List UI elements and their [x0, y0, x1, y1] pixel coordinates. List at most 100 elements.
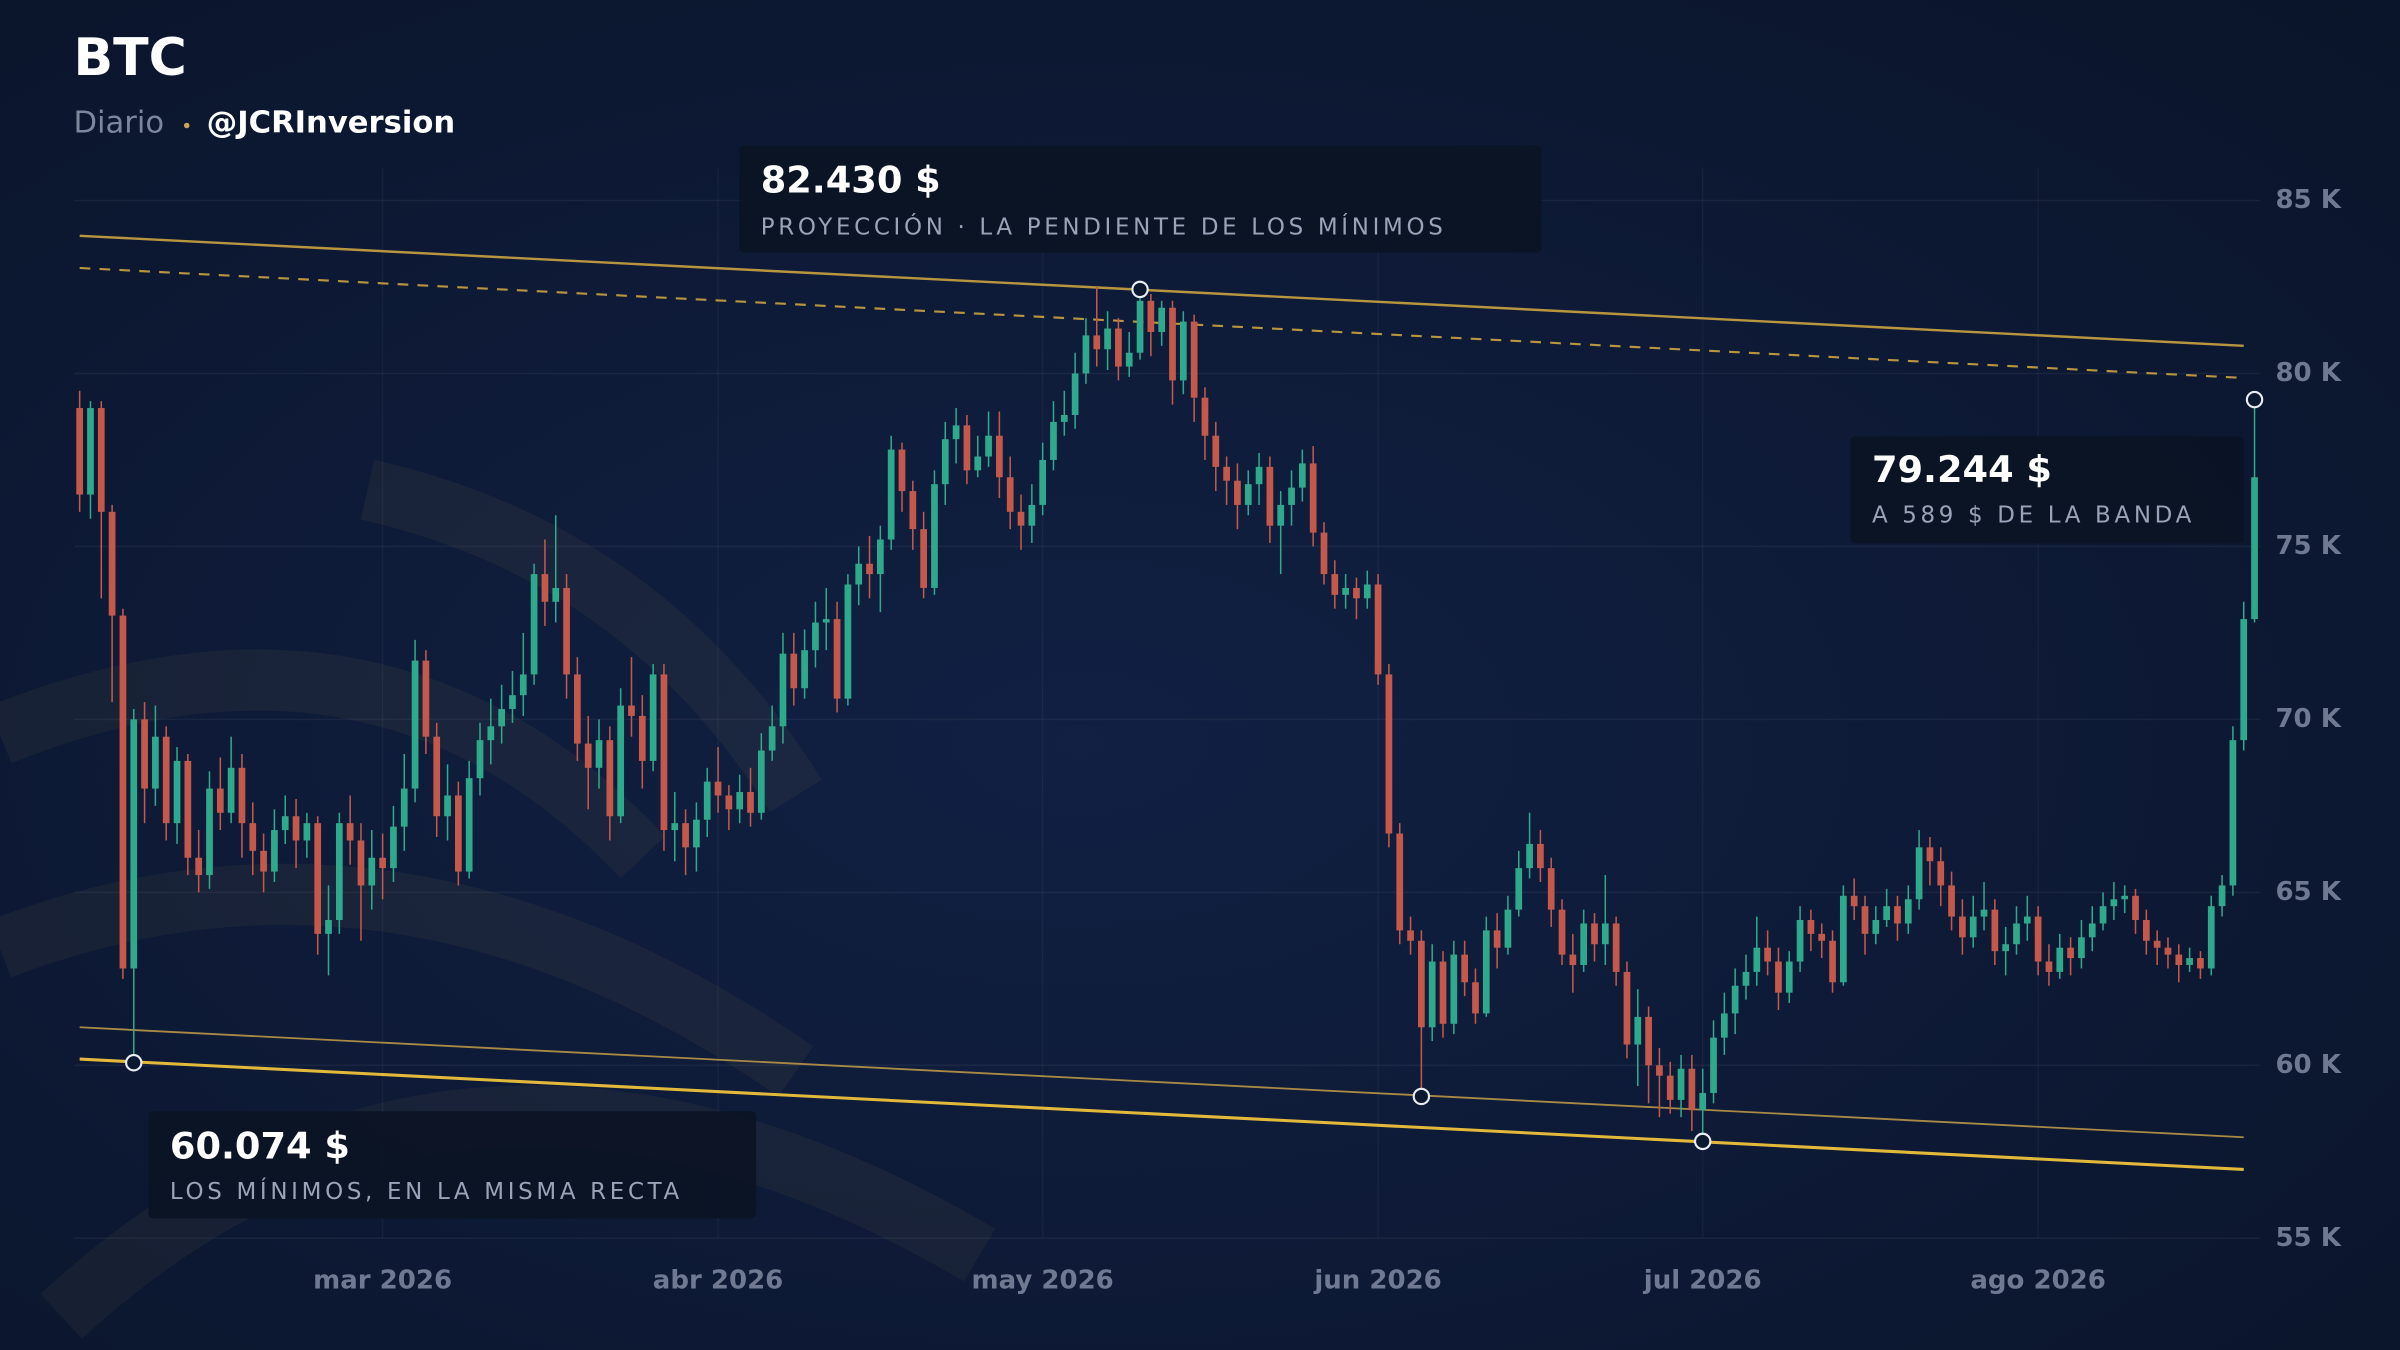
candle-body [898, 449, 906, 492]
candle-body [1396, 833, 1404, 931]
candle-body [996, 435, 1003, 478]
candle-body [1840, 895, 1847, 983]
candle-body [1926, 847, 1934, 862]
annotation-box [739, 145, 1542, 253]
candle-body [974, 456, 982, 471]
candle-body [1645, 1016, 1652, 1066]
annotation-title: 60.074 $ [170, 1124, 350, 1167]
candle-body [1807, 920, 1815, 934]
candle-body [2132, 895, 2139, 921]
candle-body [2218, 885, 2226, 907]
annotation-text: PROYECCIÓN · LA PENDIENTE DE LOS MÍNIMOS [761, 213, 1447, 241]
candle-body [1580, 923, 1588, 965]
candle-body [1472, 982, 1479, 1014]
author: @JCRInversion [207, 105, 456, 140]
x-tick-label: abr 2026 [653, 1266, 783, 1296]
candle-body [1342, 587, 1349, 595]
candle-body [206, 788, 213, 876]
candle-body [1158, 307, 1166, 332]
candle-body [1558, 909, 1566, 955]
candle-body [227, 767, 235, 813]
points [125, 280, 2264, 1151]
annotation-text: A 589 $ DE LA BANDA [1872, 502, 2195, 528]
candle-body [1201, 397, 1209, 436]
candle-body [1461, 954, 1469, 983]
candle-body [1883, 906, 1891, 921]
candle-body [779, 653, 787, 727]
candle-body [1104, 328, 1111, 350]
candle-body [411, 660, 419, 789]
y-tick-label: 55 K [2275, 1223, 2341, 1253]
candle-body [1017, 511, 1025, 526]
candle-body [2175, 954, 2183, 965]
candle-body [455, 795, 462, 872]
candle-body [725, 795, 733, 810]
y-tick-label: 65 K [2275, 877, 2341, 907]
candle-body [1720, 1013, 1728, 1038]
candle-body [1093, 335, 1101, 350]
candle-body [2153, 940, 2161, 948]
candle-body [920, 529, 927, 588]
trend-line [79, 234, 2244, 348]
annotation: 60.074 $ LOS MÍNIMOS, EN LA MISMA RECTA [148, 1111, 757, 1219]
candle-body [2251, 477, 2258, 620]
candle-body [1991, 909, 1999, 952]
candle-body [1699, 1092, 1707, 1111]
candle-body [260, 850, 267, 872]
candle-body [1309, 463, 1317, 533]
candle-body [541, 574, 549, 602]
separator [183, 122, 190, 129]
candle-body [1601, 923, 1609, 945]
candle-body [931, 484, 938, 588]
candle-body [1060, 414, 1068, 422]
candle-body [638, 715, 646, 761]
candle-body [584, 743, 592, 768]
candle-body [628, 705, 635, 716]
candle-body [444, 795, 451, 817]
candle-body [1775, 961, 1782, 993]
candle-body [1948, 885, 1955, 917]
candle-body [1785, 961, 1793, 993]
candle-body [465, 778, 473, 872]
candle-body [184, 760, 192, 858]
candle-body [1277, 504, 1285, 526]
candle-body [1937, 861, 1945, 886]
trend-line [79, 1026, 2244, 1139]
candle-body [130, 719, 138, 969]
candle-body [2142, 920, 2150, 941]
candle-body [1526, 843, 1533, 869]
candle-body [963, 425, 971, 471]
candle-body [844, 584, 852, 699]
candle-body [1731, 985, 1739, 1014]
candle-body [2045, 961, 2053, 972]
candle-body [887, 449, 895, 540]
candle-body [747, 792, 754, 813]
candle-body [1212, 435, 1220, 467]
candle-body [876, 539, 884, 575]
candle-body [1753, 947, 1761, 972]
candle-body [855, 563, 863, 585]
candle-body [530, 574, 538, 675]
candle-body [314, 823, 322, 934]
candle-body [422, 660, 430, 737]
candle-body [1266, 466, 1274, 526]
annotation: 79.244 $ A 589 $ DE LA BANDA [1850, 436, 2244, 544]
candle-body [2121, 895, 2129, 900]
candle-body [660, 674, 668, 831]
candle-body [552, 587, 560, 602]
candle-body [1385, 674, 1393, 834]
candle-body [1255, 466, 1263, 485]
candle-body [1298, 463, 1306, 488]
candle-body [1288, 487, 1295, 505]
candle-body [1537, 843, 1544, 869]
candle-body [1764, 947, 1771, 962]
candle-body [682, 823, 689, 848]
candle-body [985, 435, 992, 457]
candle-body [2186, 958, 2193, 965]
point-marker [1693, 1132, 1712, 1151]
candle-body [76, 408, 83, 495]
candle-body [379, 857, 386, 869]
candle-body [162, 736, 170, 824]
candle-body [1742, 971, 1750, 986]
candle-body [1320, 532, 1328, 575]
